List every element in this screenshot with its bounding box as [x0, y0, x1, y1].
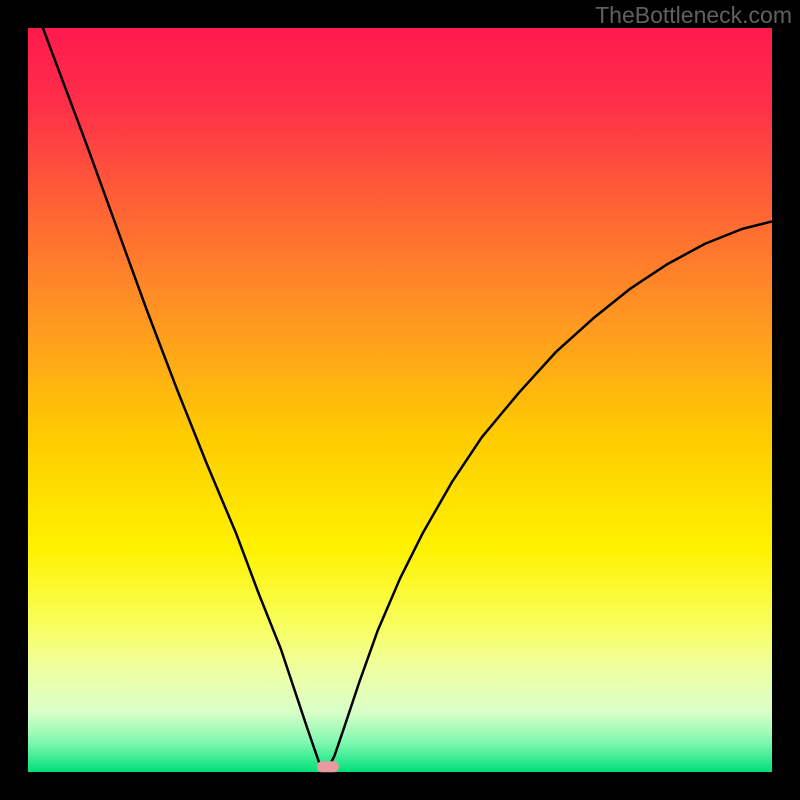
chart-frame: TheBottleneck.com	[0, 0, 800, 800]
optimum-marker	[317, 761, 339, 772]
attribution-text: TheBottleneck.com	[595, 2, 792, 29]
plot-background	[28, 28, 772, 772]
bottleneck-chart	[0, 0, 800, 800]
